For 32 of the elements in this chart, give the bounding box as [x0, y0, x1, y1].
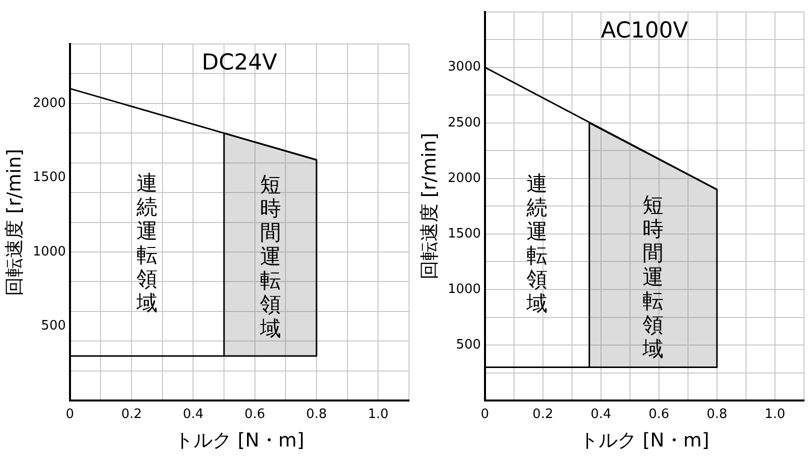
- y-tick-label: 500: [456, 337, 481, 352]
- y-tick-label: 2000: [448, 170, 481, 186]
- annotation: 連続運転領域: [135, 171, 158, 316]
- chart-title: DC24V: [202, 50, 278, 76]
- y-tick-label: 500: [41, 318, 66, 334]
- x-tick-label: 0.8: [306, 406, 327, 422]
- x-tick-label: 0.2: [121, 406, 142, 422]
- y-tick-label: 1000: [448, 282, 481, 297]
- annotation: 連続運転領域: [526, 171, 548, 316]
- y-axis-title: 回転速度 [r/min]: [418, 132, 440, 280]
- x-tick-label: 0.4: [590, 406, 612, 422]
- y-tick-label: 3000: [448, 60, 481, 75]
- y-tick-label: 1500: [32, 170, 66, 186]
- x-tick-label: 1.0: [764, 406, 786, 422]
- x-tick-label: 0.8: [706, 406, 728, 422]
- x-tick-label: 0.4: [182, 406, 204, 422]
- y-axis-title: 回転速度 [r/min]: [3, 148, 26, 296]
- x-tick-label: 0: [66, 406, 74, 422]
- x-tick-label: 0: [480, 406, 490, 422]
- y-tick-label: 2500: [448, 115, 481, 130]
- chart-title: AC100V: [600, 18, 688, 44]
- y-tick-label: 1000: [32, 244, 66, 260]
- x-axis-title: トルク [N・m]: [174, 430, 304, 452]
- annotation: 短時間運転領域: [258, 172, 281, 340]
- y-tick-label: 2000: [32, 96, 66, 111]
- x-tick-label: 1.0: [368, 406, 389, 422]
- y-tick-label: 1500: [448, 226, 481, 242]
- x-tick-label: 0.6: [244, 406, 266, 422]
- x-tick-label: 0.2: [532, 406, 554, 422]
- x-axis-title: トルク [N・m]: [580, 430, 710, 452]
- x-tick-label: 0.6: [648, 406, 670, 422]
- annotation: 短時間運転領域: [642, 192, 664, 361]
